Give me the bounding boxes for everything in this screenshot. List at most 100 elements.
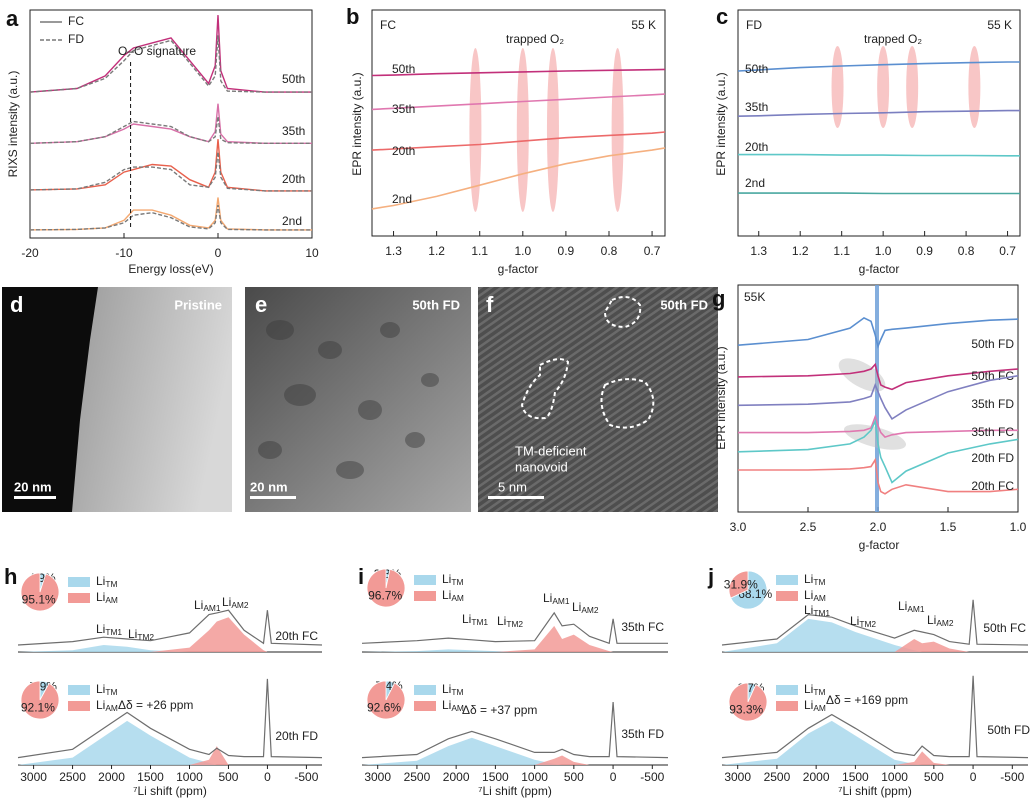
curve-label: 2nd <box>745 176 765 190</box>
chart: c 1.3 1.2 1.1 1.0 0.9 0.8 0.7 g-factor EPR intens… <box>714 4 1021 276</box>
trapped-o2-marker <box>968 46 981 128</box>
x-tick-label: 1.3 <box>750 244 767 258</box>
x-tick-label: 1.3 <box>385 244 402 258</box>
spectrum-line <box>371 68 666 77</box>
image-particle <box>72 287 232 512</box>
trapped-o2-marker <box>469 48 482 212</box>
x-tick-label: 3000 <box>724 770 751 784</box>
peak-label: LiAM1 <box>543 591 570 606</box>
x-tick-label: 1500 <box>482 770 509 784</box>
chart: 3000 2500 2000 1500 1000 500 0 -500 ⁷Li shift (p… <box>361 679 669 798</box>
x-axis-label: g-factor <box>498 262 539 276</box>
legend-label: LiTM <box>96 682 117 697</box>
pie-slice <box>730 570 768 610</box>
y-axis-label: EPR intensity (a.u.) <box>714 346 728 449</box>
scale-bar <box>250 496 296 499</box>
x-tick-label: -500 <box>640 770 664 784</box>
x-tick-label: 1500 <box>137 770 164 784</box>
spectrum-line <box>371 131 666 151</box>
sample-label: 35th FC <box>621 620 664 634</box>
sample-label: 20th FC <box>275 629 318 643</box>
x-tick-label: 1.2 <box>428 244 445 258</box>
x-axis-label: g-factor <box>859 538 900 552</box>
x-tick-label: 500 <box>218 770 238 784</box>
peak-label: LiTM2 <box>128 627 154 642</box>
trapped-o2-marker <box>877 46 890 128</box>
curve-label: 35th <box>282 124 305 138</box>
panel-letter: b <box>346 4 359 29</box>
component-area <box>18 617 322 652</box>
spectrum-line <box>29 197 312 231</box>
image-caption: 50th FD <box>660 297 708 312</box>
x-tick-label: -500 <box>294 770 318 784</box>
sample-label: 50th FD <box>987 723 1030 737</box>
trapped-o2-marker <box>516 48 529 212</box>
chart: 3000 2500 2000 1500 1000 500 0 -500 ⁷Li shift (p… <box>721 675 1030 798</box>
plot-frame <box>737 9 1021 237</box>
legend-swatch <box>414 575 436 585</box>
x-tick-label: 0 <box>215 246 222 260</box>
trapped-o2-marker <box>611 48 624 212</box>
pie-slice <box>728 570 749 599</box>
x-tick-label: 1.5 <box>940 520 957 534</box>
x-tick-label: 1.0 <box>514 244 531 258</box>
marker-label: trapped O₂ <box>864 32 922 46</box>
panel-letter: a <box>6 6 19 31</box>
x-tick-label: 2000 <box>443 770 470 784</box>
trapped-o2-marker <box>906 46 919 128</box>
image-caption: 50th FD <box>412 297 460 312</box>
legend-swatch <box>68 685 90 695</box>
sample-label: 50th FC <box>983 621 1026 635</box>
x-tick-label: 500 <box>924 770 944 784</box>
spectrum-line <box>29 139 312 192</box>
x-tick-label: 3000 <box>20 770 47 784</box>
peak-label: LiTM1 <box>96 622 122 637</box>
spectrum-line <box>738 457 1019 495</box>
pie-slice <box>20 680 60 720</box>
legend-swatch <box>68 577 90 587</box>
spectrum-line <box>29 116 312 144</box>
spectrum-line <box>29 35 312 93</box>
plot-frame <box>29 9 313 239</box>
legend-label: LiTM <box>442 572 463 587</box>
legend-label: FD <box>68 32 84 46</box>
peak-label: LiAM1 <box>898 599 925 614</box>
temperature-label: 55 K <box>987 18 1012 32</box>
x-tick-label: 0.8 <box>958 244 975 258</box>
legend-label: LiTM <box>442 682 463 697</box>
peak-label: LiAM2 <box>222 595 249 610</box>
curve-label: 50th <box>745 62 768 76</box>
pie-label: 92.1% <box>21 700 55 714</box>
mode-label: FC <box>380 18 396 32</box>
sample-label: 20th FD <box>275 729 318 743</box>
total-line <box>361 701 669 759</box>
temperature-label: 55 K <box>631 18 656 32</box>
spectrum-line <box>29 15 312 93</box>
panel-letter: e <box>255 292 267 317</box>
spectrum-line <box>29 103 312 144</box>
x-tick-label: -20 <box>21 246 39 260</box>
scale-bar <box>14 496 56 499</box>
x-tick-label: 1.0 <box>875 244 892 258</box>
x-tick-label: 1500 <box>842 770 869 784</box>
pie-label: 96.7% <box>368 589 402 603</box>
pie-label: 93.3% <box>729 703 763 717</box>
panel-letter: f <box>486 292 494 317</box>
spectrum-line <box>371 93 666 111</box>
x-tick-label: 2500 <box>59 770 86 784</box>
x-axis-label: ⁷Li shift (ppm) <box>838 784 912 798</box>
total-line <box>361 611 668 645</box>
micrograph-f: f 50th FD TM-deficient nanovoid 5 nm <box>478 287 718 512</box>
x-tick-label: 0 <box>970 770 977 784</box>
legend-swatch <box>414 701 436 711</box>
peak-label: LiAM2 <box>572 600 599 615</box>
image-annotation: nanovoid <box>515 459 568 474</box>
x-tick-label: 1.2 <box>792 244 809 258</box>
component-area <box>722 618 1028 652</box>
spectrum-line <box>738 414 1018 439</box>
scale-bar-label: 20 nm <box>14 479 52 494</box>
